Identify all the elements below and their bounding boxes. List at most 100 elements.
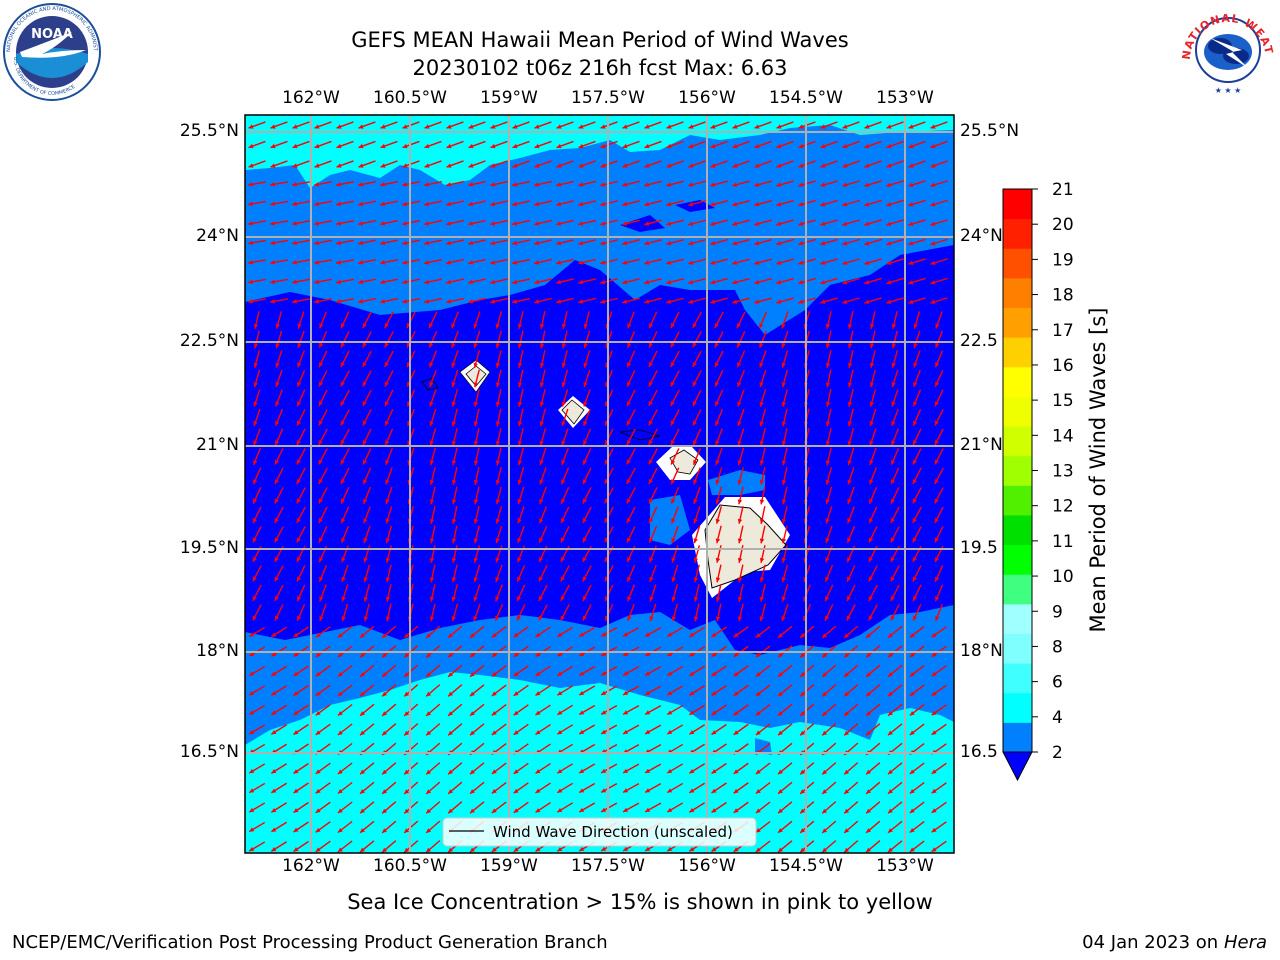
wind-arrow-head [534,279,540,285]
wind-arrow-head [755,671,761,677]
wind-arrow-head [886,163,892,168]
wind-arrow-head [670,323,675,329]
wind-arrow-head [626,518,631,524]
wind-arrow-head [781,616,786,622]
wind-arrow-head [252,518,258,524]
wind-arrow-head [495,596,500,602]
wind-arrow-head [649,576,654,582]
wind-arrow-head [362,400,367,406]
wind-arrow-head [890,615,895,621]
wind-arrow-head [275,401,280,407]
wind-arrow-head [869,343,875,349]
wind-arrow-head [360,769,365,775]
wind-arrow-head [249,651,255,657]
wind-arrow-head [249,690,255,696]
wind-arrow-head [776,202,782,207]
wind-arrow-head [689,651,695,657]
colorbar-tick-label: 15 [1052,391,1074,411]
wind-arrow-head [604,459,609,465]
wind-arrow-head [909,827,915,833]
wind-arrow-head [557,651,563,657]
wind-arrow-head [252,576,257,582]
wind-arrow-head [556,221,562,226]
wind-arrow-head [908,202,914,207]
wind-arrow-head [693,538,698,544]
wind-arrow-head [270,221,275,226]
wind-arrow-head [468,201,474,207]
wind-arrow-head [847,440,852,446]
wind-arrow-head [759,518,765,524]
wind-arrow-head [935,342,940,348]
wind-arrow-head [798,124,804,129]
wind-arrow-head [755,847,761,852]
wind-arrow-head [385,459,390,465]
wind-arrow-head [737,499,743,505]
wind-arrow-head [535,710,541,715]
wind-arrow-head [424,143,430,149]
wind-arrow-head [360,808,365,814]
wind-arrow-head [468,299,474,304]
wind-arrow-head [292,201,297,207]
wind-arrow-head [448,652,453,658]
wind-arrow-head [776,221,782,226]
wind-arrow-head [583,323,589,329]
wind-arrow-head [645,768,651,773]
wind-arrow-head [426,828,432,833]
wind-arrow-head [556,163,562,168]
wind-arrow-head [534,221,540,226]
wind-arrow-head [362,361,367,367]
wind-arrow-head [842,280,848,285]
wind-arrow-head [517,557,522,563]
wind-arrow-head [776,260,782,265]
lat-tick-label-right: 24°N [960,226,1003,246]
wind-arrow-head [384,342,389,348]
wind-arrow-head [446,201,452,207]
wind-arrow-head [274,615,280,621]
wind-arrow-head [363,596,369,602]
wind-arrow-head [842,124,848,129]
wind-arrow-head [670,420,675,426]
wind-arrow-head [711,769,717,774]
wind-arrow-head [715,538,721,544]
wind-arrow-head [623,768,629,773]
wind-arrow-head [512,182,518,187]
wind-arrow-head [578,163,584,168]
wind-arrow-head [517,421,523,427]
wind-arrow-head [913,362,918,368]
wind-arrow-head [404,672,410,677]
wind-arrow-head [275,440,280,446]
wind-arrow-head [337,847,343,853]
wind-arrow-head [469,633,475,638]
wind-arrow-head [495,382,501,388]
wind-arrow-head [579,632,585,637]
wind-arrow-head [296,459,301,465]
wind-arrow-head [293,808,299,813]
wind-arrow-head [601,690,607,695]
wind-arrow-head [710,124,716,129]
wind-arrow-head [601,632,607,637]
wind-arrow-head [913,323,918,329]
wind-arrow-head [710,240,716,246]
wind-arrow-head [822,828,828,833]
wind-arrow-head [362,381,367,387]
wind-arrow-head [644,299,650,304]
wind-arrow-head [622,240,628,246]
wind-arrow-head [293,652,299,657]
wind-arrow-head [844,847,850,853]
wind-arrow-head [822,633,828,638]
colorbar-tick-label: 19 [1052,250,1074,270]
wind-arrow-head [604,498,609,504]
wind-arrow-head [248,124,254,129]
wind-arrow-head [866,769,871,775]
wind-arrow-head [759,577,765,583]
wind-arrow-head [886,124,892,129]
wind-arrow-head [869,401,874,407]
wind-arrow-head [446,221,452,226]
wind-arrow-head [340,400,345,406]
wind-arrow-head [934,459,939,465]
wind-arrow-head [755,769,761,774]
wind-arrow-head [822,730,828,736]
wind-arrow-head [473,440,479,446]
wind-arrow-head [931,847,937,852]
wind-arrow-head [733,632,739,638]
